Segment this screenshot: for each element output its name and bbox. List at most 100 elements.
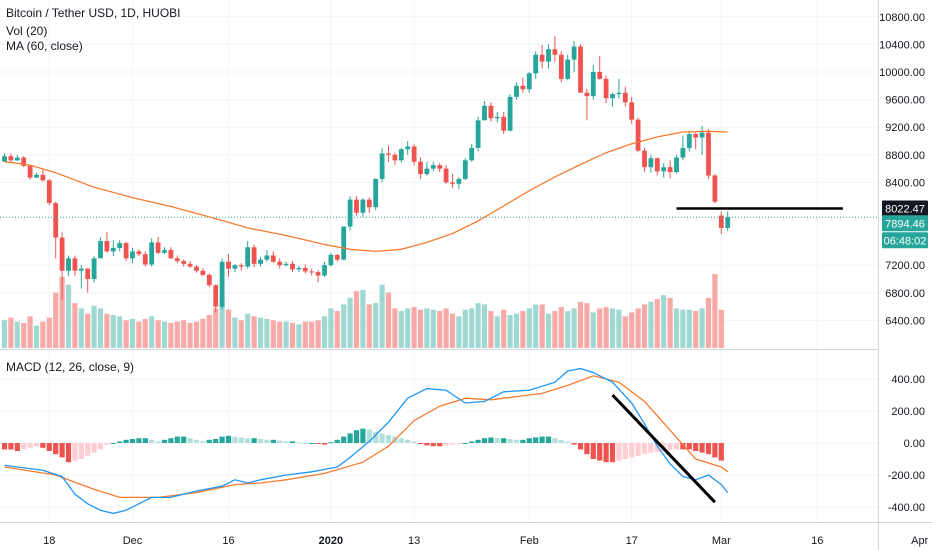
legend-macd[interactable]: MACD (12, 26, close, 9)	[6, 360, 135, 374]
candle-body[interactable]	[725, 217, 731, 228]
macd-trendline[interactable]	[611, 393, 716, 504]
candle-body[interactable]	[456, 178, 462, 184]
candle-body[interactable]	[488, 105, 494, 119]
candle-body[interactable]	[482, 105, 487, 121]
candle-body[interactable]	[661, 167, 667, 172]
candle-body[interactable]	[686, 134, 692, 148]
candle-body[interactable]	[174, 258, 180, 262]
candle-body[interactable]	[693, 134, 699, 138]
candle-body[interactable]	[584, 92, 590, 97]
candle-body[interactable]	[341, 226, 347, 260]
candle-body[interactable]	[501, 116, 507, 131]
candle-body[interactable]	[78, 268, 84, 271]
candle-body[interactable]	[622, 92, 628, 103]
candle-body[interactable]	[494, 116, 500, 119]
candle-body[interactable]	[213, 285, 219, 307]
candle-body[interactable]	[424, 168, 430, 175]
candle-body[interactable]	[21, 157, 27, 166]
candle-body[interactable]	[610, 94, 615, 99]
candle-body[interactable]	[104, 241, 110, 252]
candle-body[interactable]	[546, 49, 551, 62]
candle-body[interactable]	[302, 267, 308, 272]
candle-body[interactable]	[565, 59, 571, 79]
candle-body[interactable]	[712, 175, 718, 202]
candle-body[interactable]	[507, 96, 513, 131]
candle-body[interactable]	[66, 258, 71, 271]
candle-body[interactable]	[245, 247, 251, 267]
candle-body[interactable]	[706, 132, 711, 176]
candle-body[interactable]	[98, 241, 103, 259]
candle-body[interactable]	[290, 263, 295, 270]
candle-body[interactable]	[347, 199, 353, 227]
candle-body[interactable]	[648, 158, 654, 168]
candle-body[interactable]	[635, 119, 641, 151]
candle-body[interactable]	[2, 156, 7, 162]
candle-body[interactable]	[450, 182, 455, 184]
candle-body[interactable]	[130, 251, 135, 259]
candle-body[interactable]	[187, 263, 193, 267]
candle-body[interactable]	[526, 73, 532, 90]
candle-body[interactable]	[277, 261, 283, 266]
trendline-drawing[interactable]	[611, 393, 716, 504]
candle-body[interactable]	[373, 178, 379, 208]
candle-body[interactable]	[469, 147, 475, 161]
candle-body[interactable]	[162, 250, 167, 253]
candle-body[interactable]	[411, 146, 417, 162]
candle-body[interactable]	[654, 158, 660, 172]
candle-body[interactable]	[699, 132, 705, 138]
candle-body[interactable]	[443, 168, 449, 183]
candle-body[interactable]	[571, 46, 577, 60]
candle-body[interactable]	[206, 274, 212, 286]
candle-body[interactable]	[475, 120, 481, 148]
candle-body[interactable]	[718, 215, 724, 228]
candle-body[interactable]	[520, 85, 526, 90]
candle-body[interactable]	[418, 161, 423, 175]
candle-body[interactable]	[578, 46, 583, 93]
candle-body[interactable]	[142, 254, 148, 265]
candle-body[interactable]	[194, 266, 199, 271]
candle-body[interactable]	[405, 146, 411, 150]
candle-body[interactable]	[354, 199, 359, 213]
candle-body[interactable]	[110, 247, 116, 252]
candle-body[interactable]	[430, 165, 436, 169]
candle-body[interactable]	[258, 259, 263, 264]
candle-body[interactable]	[155, 242, 161, 253]
candle-body[interactable]	[251, 247, 257, 264]
candle-body[interactable]	[53, 203, 59, 238]
candle-body[interactable]	[334, 254, 340, 260]
candle-body[interactable]	[46, 180, 52, 204]
candle-body[interactable]	[283, 263, 289, 266]
candle-body[interactable]	[117, 243, 123, 248]
candle-body[interactable]	[616, 92, 622, 95]
candle-body[interactable]	[8, 156, 14, 161]
candle-body[interactable]	[360, 199, 366, 213]
candle-body[interactable]	[437, 165, 443, 169]
candle-body[interactable]	[366, 199, 372, 208]
candle-body[interactable]	[629, 102, 635, 120]
candle-body[interactable]	[226, 261, 231, 269]
candle-body[interactable]	[386, 153, 391, 155]
candle-body[interactable]	[200, 270, 206, 275]
candle-body[interactable]	[328, 254, 334, 266]
candle-body[interactable]	[590, 72, 596, 97]
candle-body[interactable]	[558, 54, 564, 79]
candle-body[interactable]	[642, 150, 647, 168]
candle-body[interactable]	[296, 267, 302, 270]
candle-body[interactable]	[270, 255, 276, 262]
candle-body[interactable]	[123, 243, 129, 259]
candle-body[interactable]	[85, 268, 91, 279]
candle-body[interactable]	[514, 85, 519, 97]
price-level-lines[interactable]	[0, 207, 878, 218]
candle-body[interactable]	[379, 153, 385, 179]
candle-body[interactable]	[674, 157, 679, 173]
candle-body[interactable]	[552, 49, 558, 55]
candle-body[interactable]	[309, 271, 315, 273]
candle-body[interactable]	[462, 160, 468, 179]
candle-body[interactable]	[533, 54, 539, 74]
candle-body[interactable]	[238, 265, 244, 267]
candle-body[interactable]	[14, 157, 20, 161]
candle-body[interactable]	[539, 54, 545, 62]
candle-body[interactable]	[315, 272, 321, 276]
candle-body[interactable]	[72, 258, 78, 271]
